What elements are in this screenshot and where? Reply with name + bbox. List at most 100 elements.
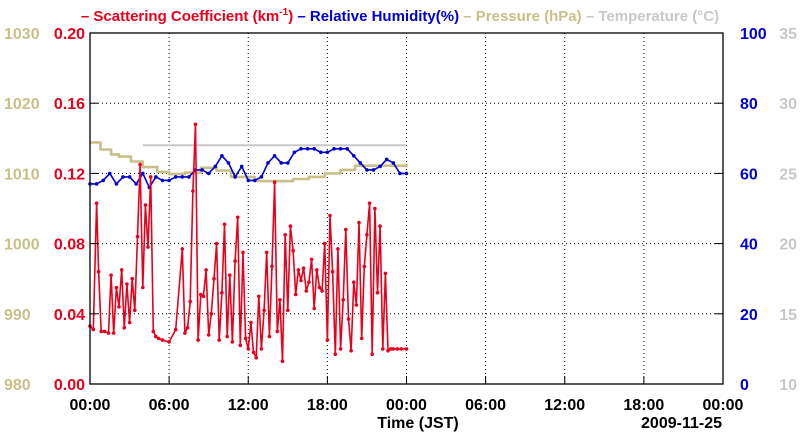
scattering-coefficient-data-point [315, 268, 319, 272]
scattering-coefficient-data-point [241, 250, 245, 255]
scattering-coefficient-data-point [280, 359, 285, 364]
scattering-coefficient-data-point [160, 338, 165, 342]
scattering-coefficient-data-point [130, 276, 134, 281]
scattering-coefficient-data-point [357, 220, 361, 225]
scattering-coefficient-data-point [367, 201, 372, 205]
scattering-coefficient-data-point [283, 233, 288, 237]
pressure-axis: 980 990 1000 1010 1020 1030 [4, 26, 40, 394]
scattering-coefficient-data-point [259, 347, 264, 351]
relative-humidity-data-point [180, 175, 185, 179]
scattering-coefficient-data-point [212, 276, 216, 281]
relative-humidity-data-point [299, 147, 303, 151]
legend-dash: – [81, 8, 94, 25]
scattering-coefficient-data-point [230, 340, 235, 344]
scattering-coefficient-data-point [154, 334, 158, 339]
x-axis-tick-label: 00:00 [703, 397, 744, 414]
legend-entry-label: Pressure (hPa) [476, 8, 582, 25]
relative-humidity-data-point [108, 171, 112, 176]
scattering-coefficient-data-point [338, 347, 343, 351]
legend-entry-label: Relative Humidity(%) [310, 8, 459, 25]
legend-entry-label: Scattering Coefficient (km [93, 8, 279, 25]
relative-humidity-data-point [94, 182, 99, 186]
scattering-coefficient-data-point [312, 306, 317, 311]
scattering-coefficient-data-point [143, 203, 148, 207]
scattering-coefficient-data-point [135, 234, 140, 239]
scattering-coefficient-data-point [317, 285, 322, 290]
scattering-coefficient-data-point [375, 290, 380, 295]
scattering-axis-tick-label: 0.00 [54, 377, 85, 394]
scattering-coefficient-data-point [133, 308, 137, 313]
relative-humidity-data-point [292, 150, 297, 155]
x-axis-tick-label: 00:00 [70, 397, 111, 414]
scattering-coefficient-data-point [146, 245, 150, 249]
scattering-coefficient-data-point [293, 292, 298, 297]
scattering-coefficient-data-point [304, 289, 309, 293]
scattering-coefficient-data-point [362, 264, 367, 269]
scattering-coefficient-data-point [264, 250, 269, 255]
scattering-coefficient-data-point [117, 305, 121, 309]
humidity-axis-tick-label: 40 [740, 237, 758, 254]
x-axis-tick-label: 00:00 [386, 397, 427, 414]
legend: – Scattering Coefficient (km-1) – Relati… [81, 7, 719, 25]
scattering-coefficient-data-point [404, 347, 409, 351]
scattering-coefficient-data-point [352, 280, 356, 285]
scattering-coefficient-data-point [201, 294, 206, 299]
relative-humidity-data-point [398, 171, 402, 176]
temperature-axis-tick-label: 35 [779, 26, 797, 43]
scattering-coefficient-data-point [141, 285, 145, 290]
scattering-coefficient-data-point [354, 303, 359, 307]
pressure-axis-tick-label: 1020 [4, 96, 40, 113]
scattering-coefficient-data-point [167, 340, 171, 344]
pressure-axis-tick-label: 1010 [4, 166, 40, 183]
humidity-axis-tick-label: 80 [740, 96, 758, 113]
relative-humidity-data-point [141, 171, 145, 176]
scattering-coefficient-data-point [148, 175, 153, 179]
scattering-coefficient-data-point [328, 213, 332, 218]
x-axis-tick-label: 06:00 [465, 397, 506, 414]
scattering-coefficient-data-point [228, 273, 232, 278]
humidity-axis: 0 20 40 60 80 100 [740, 26, 767, 394]
legend-unit-superscript: -1 [279, 7, 288, 18]
scattering-coefficient-data-point [383, 271, 388, 276]
legend-text: – Scattering Coefficient (km-1) – Relati… [81, 7, 719, 25]
scattering-coefficient-data-point [373, 206, 377, 211]
temperature-axis-tick-label: 25 [779, 166, 797, 183]
scattering-coefficient-data-point [233, 259, 237, 263]
scattering-coefficient-data-point [193, 122, 198, 127]
relative-humidity-data-point [127, 175, 132, 179]
scattering-coefficient-data-point [243, 336, 248, 341]
scattering-axis-tick-label: 0.08 [54, 237, 85, 254]
scattering-coefficient-data-point [180, 247, 185, 251]
humidity-axis-tick-label: 60 [740, 166, 758, 183]
relative-humidity-data-point [312, 147, 317, 151]
relative-humidity-data-point [272, 154, 277, 158]
scattering-coefficient-data-point [127, 320, 132, 325]
scattering-coefficient-data-point [249, 320, 253, 325]
scattering-coefficient-data-point [185, 326, 190, 330]
scattering-coefficient-data-point [119, 268, 124, 272]
x-axis-tick-label: 12:00 [228, 397, 269, 414]
scattering-coefficient-data-point [388, 347, 393, 351]
scattering-coefficient-data-point [102, 329, 107, 334]
relative-humidity-data-point [305, 147, 310, 151]
relative-humidity-data-point [259, 175, 264, 179]
relative-humidity-data-point [253, 178, 257, 183]
scattering-coefficient-data-point [125, 282, 129, 286]
scattering-axis: 0.00 0.04 0.08 0.12 0.16 0.20 [54, 26, 85, 394]
humidity-axis-tick-label: 100 [740, 26, 767, 43]
scattering-coefficient-data-point [391, 347, 396, 351]
relative-humidity-data-point [121, 175, 125, 179]
scattering-coefficient-data-point [183, 331, 187, 335]
relative-humidity-data-point [279, 161, 284, 165]
relative-humidity-data-point [220, 154, 224, 158]
relative-humidity-data-point [200, 168, 204, 172]
scattering-coefficient-data-point [251, 350, 256, 355]
relative-humidity-data-point [325, 150, 330, 155]
scattering-coefficient-data-point [272, 180, 277, 184]
scattering-coefficient-data-point [209, 312, 214, 316]
scattering-coefficient-data-point [370, 352, 375, 357]
scattering-coefficient-data-point [301, 266, 306, 271]
temperature-axis: 10 15 20 25 30 35 [779, 26, 797, 394]
scattering-coefficient-data-point [235, 215, 240, 220]
pressure-axis-tick-label: 990 [4, 307, 31, 324]
